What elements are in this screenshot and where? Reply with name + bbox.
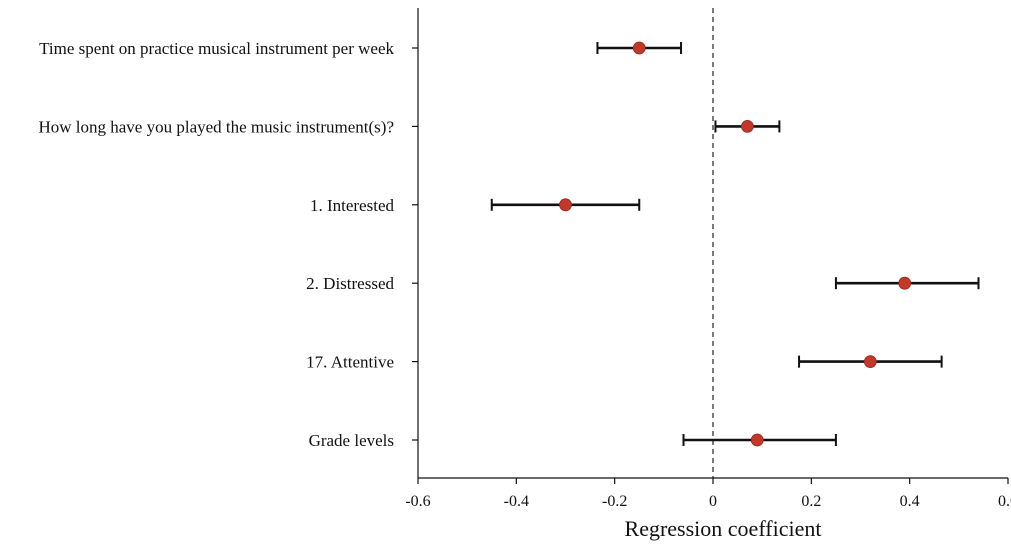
x-tick-label: 0 [709, 493, 717, 510]
estimate-point [741, 120, 754, 133]
category-label: 1. Interested [310, 196, 395, 215]
estimate-points [559, 41, 912, 447]
x-axis-title: Regression coefficient [625, 516, 822, 541]
estimate-point [559, 198, 572, 212]
confidence-intervals [490, 42, 980, 446]
x-tick-label: 0.2 [801, 493, 821, 510]
estimate-point [750, 433, 764, 447]
category-label: How long have you played the music instr… [38, 117, 394, 136]
x-tick-label: -0.6 [405, 493, 430, 510]
category-label: 2. Distressed [306, 274, 394, 293]
x-tick-label: 0.4 [900, 493, 920, 510]
category-label: 17. Attentive [306, 353, 394, 372]
estimate-point [863, 355, 877, 369]
x-tick-label: -0.2 [602, 493, 627, 510]
estimate-point [632, 41, 646, 55]
x-tick-label: 0.6 [998, 493, 1011, 510]
category-labels: Time spent on practice musical instrumen… [38, 39, 394, 450]
axes [412, 8, 1009, 484]
category-label: Time spent on practice musical instrumen… [39, 39, 394, 58]
x-tick-label: -0.4 [504, 493, 529, 510]
estimate-point [898, 276, 912, 290]
x-tick-labels: -0.6 -0.4 -0.2 0 0.2 0.4 0.6 [405, 493, 1011, 510]
category-label: Grade levels [309, 431, 394, 450]
